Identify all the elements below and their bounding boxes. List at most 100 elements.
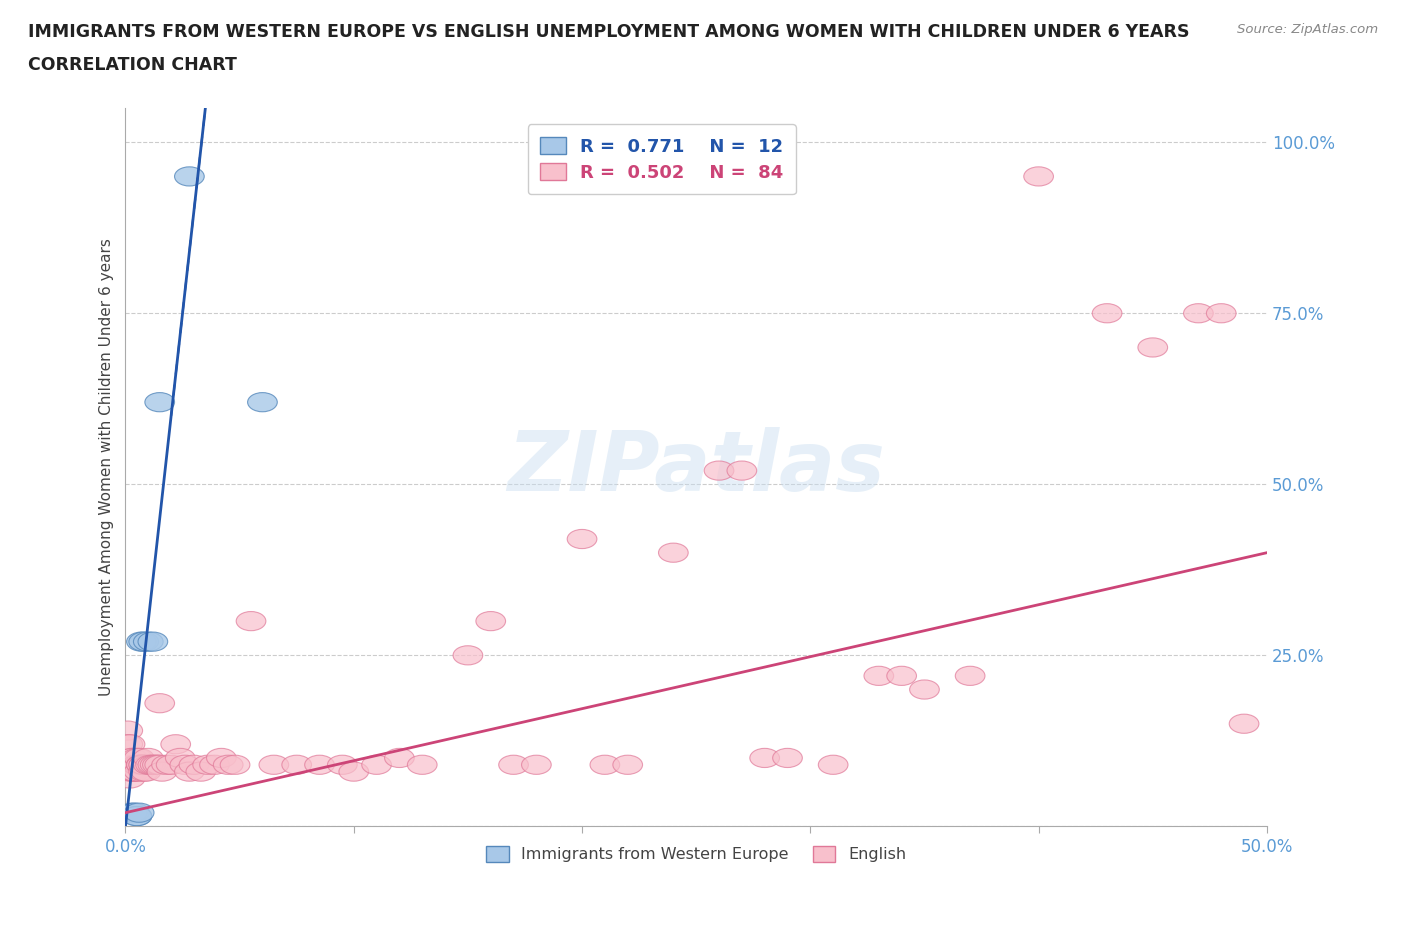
Ellipse shape [499, 755, 529, 775]
Ellipse shape [127, 755, 156, 775]
Ellipse shape [328, 755, 357, 775]
Ellipse shape [122, 755, 152, 775]
Ellipse shape [127, 755, 156, 775]
Ellipse shape [138, 632, 167, 651]
Ellipse shape [138, 755, 167, 775]
Ellipse shape [122, 806, 152, 826]
Ellipse shape [120, 762, 149, 781]
Ellipse shape [863, 666, 894, 685]
Ellipse shape [567, 529, 598, 549]
Ellipse shape [1092, 304, 1122, 323]
Ellipse shape [281, 755, 312, 775]
Ellipse shape [112, 735, 142, 754]
Ellipse shape [134, 749, 163, 767]
Text: Source: ZipAtlas.com: Source: ZipAtlas.com [1237, 23, 1378, 36]
Ellipse shape [475, 612, 506, 631]
Ellipse shape [613, 755, 643, 775]
Ellipse shape [339, 762, 368, 781]
Ellipse shape [141, 755, 170, 775]
Ellipse shape [522, 755, 551, 775]
Ellipse shape [145, 694, 174, 712]
Ellipse shape [142, 755, 173, 775]
Ellipse shape [591, 755, 620, 775]
Ellipse shape [118, 755, 148, 775]
Ellipse shape [120, 755, 149, 775]
Ellipse shape [1137, 338, 1167, 357]
Ellipse shape [122, 749, 152, 767]
Ellipse shape [247, 392, 277, 412]
Ellipse shape [773, 749, 803, 767]
Ellipse shape [193, 755, 222, 775]
Ellipse shape [156, 755, 186, 775]
Ellipse shape [361, 755, 391, 775]
Ellipse shape [145, 755, 174, 775]
Ellipse shape [658, 543, 688, 563]
Ellipse shape [749, 749, 779, 767]
Ellipse shape [129, 755, 159, 775]
Ellipse shape [115, 755, 145, 775]
Ellipse shape [112, 755, 142, 775]
Ellipse shape [200, 755, 229, 775]
Ellipse shape [118, 749, 148, 767]
Ellipse shape [704, 461, 734, 480]
Ellipse shape [129, 755, 159, 775]
Ellipse shape [134, 632, 163, 651]
Ellipse shape [120, 804, 149, 822]
Ellipse shape [955, 666, 986, 685]
Ellipse shape [120, 762, 149, 781]
Ellipse shape [305, 755, 335, 775]
Ellipse shape [453, 645, 482, 665]
Ellipse shape [408, 755, 437, 775]
Ellipse shape [115, 762, 145, 781]
Ellipse shape [124, 762, 155, 781]
Ellipse shape [136, 755, 166, 775]
Ellipse shape [160, 735, 191, 754]
Ellipse shape [1184, 304, 1213, 323]
Text: CORRELATION CHART: CORRELATION CHART [28, 56, 238, 73]
Ellipse shape [174, 166, 204, 186]
Ellipse shape [174, 762, 204, 781]
Ellipse shape [221, 755, 250, 775]
Ellipse shape [170, 755, 200, 775]
Ellipse shape [124, 749, 155, 767]
Ellipse shape [818, 755, 848, 775]
Ellipse shape [118, 749, 148, 767]
Ellipse shape [385, 749, 415, 767]
Ellipse shape [120, 755, 149, 775]
Ellipse shape [124, 804, 155, 822]
Ellipse shape [115, 762, 145, 781]
Ellipse shape [118, 762, 148, 781]
Ellipse shape [910, 680, 939, 699]
Ellipse shape [179, 755, 209, 775]
Ellipse shape [727, 461, 756, 480]
Text: ZIPatlas: ZIPatlas [508, 427, 886, 508]
Y-axis label: Unemployment Among Women with Children Under 6 years: Unemployment Among Women with Children U… [100, 238, 114, 697]
Ellipse shape [236, 612, 266, 631]
Ellipse shape [115, 769, 145, 788]
Ellipse shape [134, 755, 163, 775]
Ellipse shape [124, 755, 155, 775]
Ellipse shape [127, 755, 156, 775]
Ellipse shape [122, 755, 152, 775]
Text: IMMIGRANTS FROM WESTERN EUROPE VS ENGLISH UNEMPLOYMENT AMONG WOMEN WITH CHILDREN: IMMIGRANTS FROM WESTERN EUROPE VS ENGLIS… [28, 23, 1189, 41]
Ellipse shape [129, 632, 159, 651]
Ellipse shape [118, 762, 148, 781]
Ellipse shape [115, 735, 145, 754]
Ellipse shape [1024, 166, 1053, 186]
Ellipse shape [118, 804, 148, 822]
Ellipse shape [131, 762, 160, 781]
Ellipse shape [1229, 714, 1258, 734]
Ellipse shape [1206, 304, 1236, 323]
Ellipse shape [148, 762, 177, 781]
Ellipse shape [214, 755, 243, 775]
Ellipse shape [887, 666, 917, 685]
Ellipse shape [259, 755, 288, 775]
Ellipse shape [122, 806, 152, 826]
Ellipse shape [152, 755, 181, 775]
Ellipse shape [166, 749, 195, 767]
Ellipse shape [186, 762, 215, 781]
Ellipse shape [207, 749, 236, 767]
Ellipse shape [129, 762, 159, 781]
Ellipse shape [145, 392, 174, 412]
Ellipse shape [112, 721, 142, 740]
